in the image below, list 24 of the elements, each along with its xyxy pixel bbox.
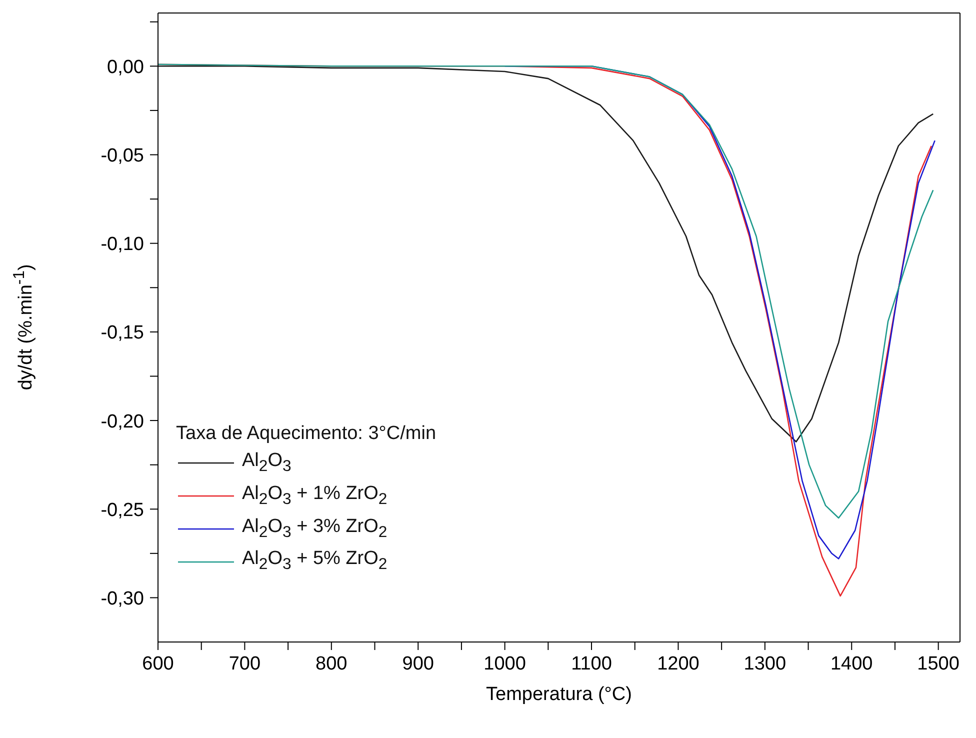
legend-label: Al$_{2}$O$_{3}$ + 3% ZrO$_{2}$ — [242, 514, 388, 542]
legend-label: Al$_{2}$O$_{3}$ — [242, 449, 292, 477]
y-tick-label: -0,20 — [100, 411, 144, 432]
x-tick-label: 600 — [142, 653, 174, 674]
x-tick-label: 900 — [402, 653, 434, 674]
y-tick-label: -0,10 — [100, 234, 144, 256]
y-tick-label: 0,00 — [107, 56, 144, 78]
x-tick-label: 1100 — [571, 653, 612, 674]
y-tick-label: -0,15 — [100, 322, 144, 344]
y-tick-label: -0,05 — [100, 145, 144, 166]
line-series — [158, 66, 934, 442]
x-tick-label: 1500 — [917, 653, 960, 674]
x-tick-label: 1200 — [657, 653, 700, 674]
x-tick-label: 800 — [316, 653, 348, 674]
x-tick-label: 1400 — [830, 653, 873, 674]
x-tick-label: 700 — [228, 653, 261, 674]
legend-label: Al$_{2}$O$_{3}$ + 1% ZrO$_{2}$ — [242, 482, 388, 510]
legend-title: Taxa de Aquecimento: 3°C/min — [176, 423, 436, 444]
legend-label: Al$_{2}$O$_{3}$ + 5% ZrO$_{2}$ — [242, 547, 388, 576]
x-tick-label: 1000 — [484, 653, 526, 674]
y-tick-label: -0,25 — [100, 500, 144, 521]
x-axis-title: Temperatura (°C) — [486, 684, 632, 705]
y-tick-label: -0,30 — [100, 588, 144, 610]
x-tick-label: 1300 — [744, 653, 786, 674]
